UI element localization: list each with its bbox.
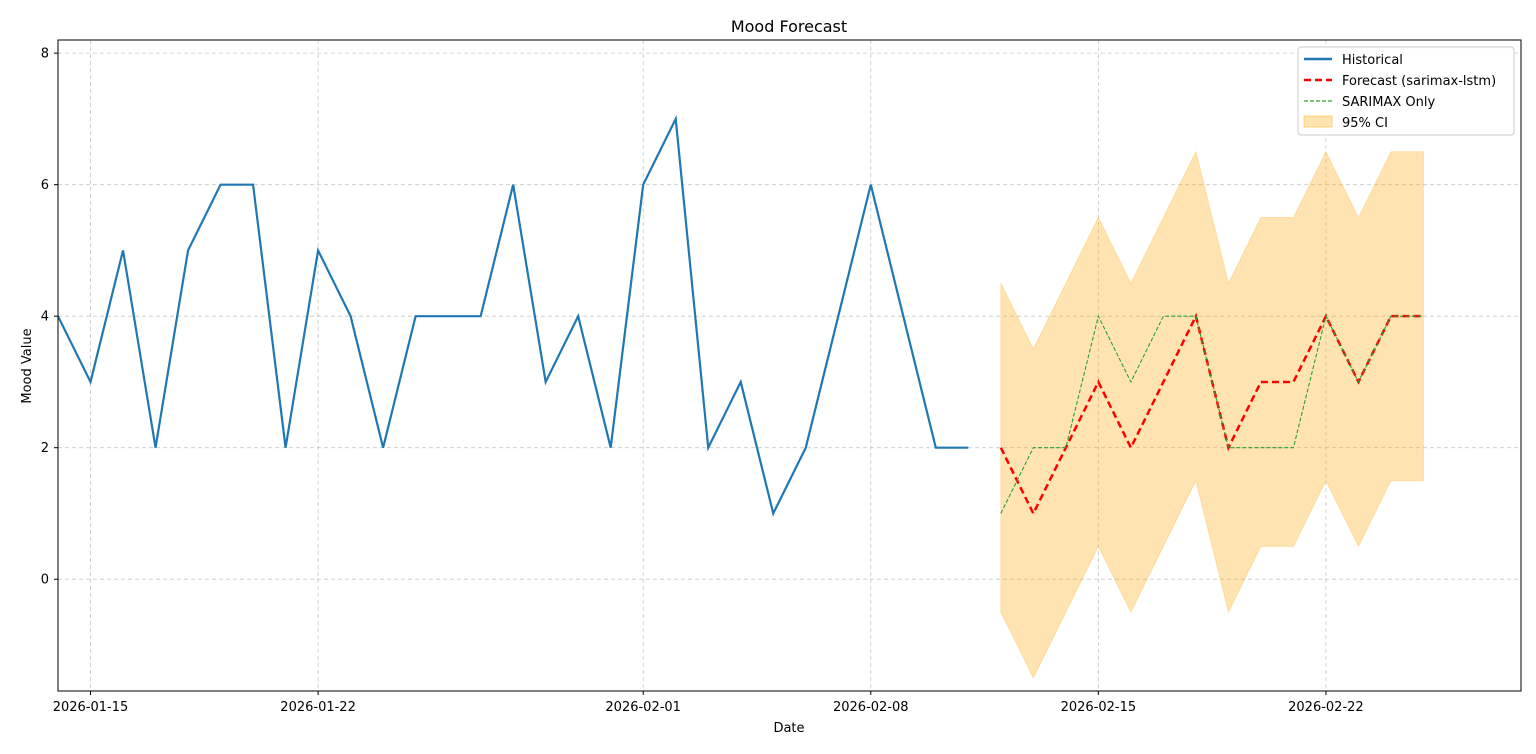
series-line-historical — [58, 114, 969, 517]
legend-label-forecast: Forecast (sarimax-lstm) — [1342, 74, 1496, 89]
y-tick-label: 4 — [41, 310, 49, 325]
chart-title: Mood Forecast — [731, 17, 847, 36]
x-tick-label: 2026-01-15 — [53, 700, 129, 715]
y-axis-label: Mood Value — [20, 328, 35, 403]
y-tick-label: 2 — [41, 441, 49, 456]
x-tick-label: 2026-02-01 — [605, 700, 681, 715]
legend-swatch-ci — [1303, 115, 1333, 128]
x-tick-label: 2026-01-22 — [280, 700, 356, 715]
legend-label-historical: Historical — [1342, 53, 1403, 68]
tick-layer: 0 2 4 6 8 2026-01-15 2026-01-22 2026-02-01 2026-… — [41, 47, 1364, 715]
series-layer — [58, 114, 1424, 517]
confidence-band-layer — [1000, 150, 1424, 679]
legend-box — [1297, 46, 1515, 136]
y-tick-label: 8 — [41, 47, 49, 62]
x-tick-label: 2026-02-08 — [833, 700, 909, 715]
plot-frame — [57, 39, 1522, 692]
x-tick-label: 2026-02-22 — [1288, 700, 1364, 715]
legend-label-sarimax: SARIMAX Only — [1342, 95, 1435, 110]
x-axis-label: Date — [773, 721, 804, 736]
x-tick-label: 2026-02-15 — [1061, 700, 1137, 715]
series-line-sarimax — [1000, 314, 1424, 514]
confidence-band-95 — [1000, 150, 1424, 679]
y-tick-label: 6 — [41, 178, 49, 193]
legend-label-ci: 95% CI — [1342, 116, 1388, 131]
grid-lines — [58, 40, 1521, 691]
y-tick-label: 0 — [41, 573, 49, 588]
legend: Historical Forecast (sarimax-lstm) SARIM… — [1297, 46, 1515, 136]
